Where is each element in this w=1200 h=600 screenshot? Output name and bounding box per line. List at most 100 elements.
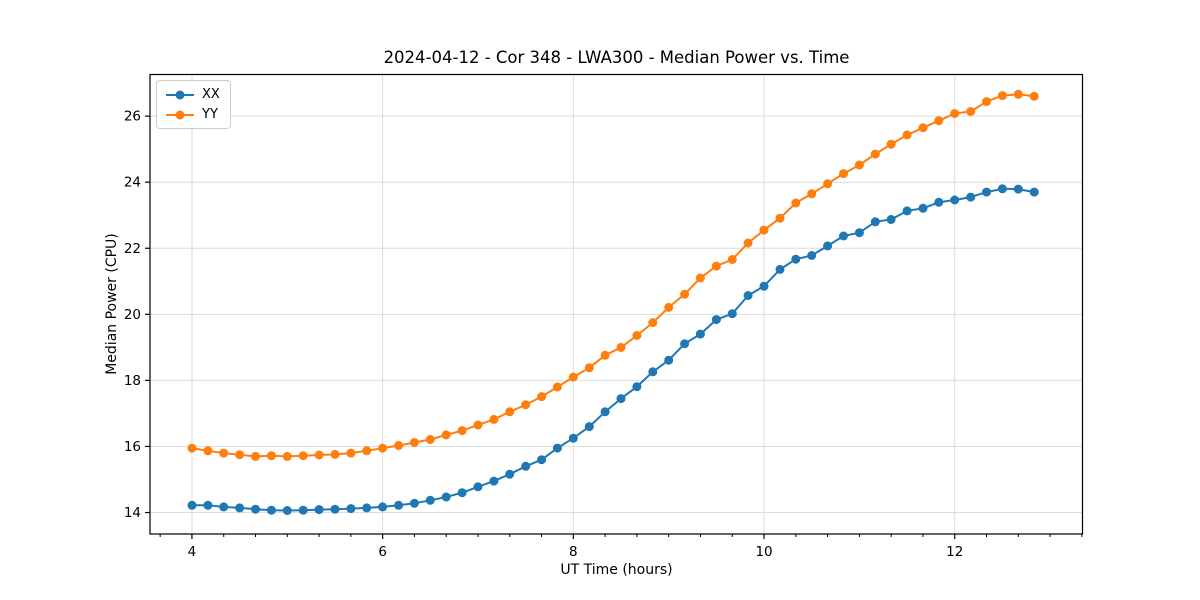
data-point-xx	[552, 443, 562, 453]
data-point-xx	[997, 184, 1007, 194]
legend-item-xx: XX	[165, 86, 220, 103]
data-point-yy	[203, 446, 213, 456]
data-point-yy	[505, 407, 515, 417]
y-tick-label: 14	[124, 505, 141, 521]
data-point-yy	[934, 116, 944, 126]
data-point-xx	[425, 495, 435, 505]
data-point-xx	[807, 251, 817, 260]
y-axis-label: Median Power (CPU)	[104, 233, 120, 375]
data-point-yy	[362, 446, 372, 456]
data-point-xx	[616, 394, 626, 404]
data-point-yy	[918, 123, 928, 133]
data-point-xx	[203, 500, 213, 510]
data-point-xx	[219, 502, 229, 512]
data-point-yy	[425, 435, 435, 444]
data-point-xx	[473, 482, 483, 492]
data-point-xx	[282, 506, 292, 515]
data-point-yy	[187, 443, 197, 453]
data-point-yy	[266, 451, 276, 461]
data-point-xx	[394, 500, 404, 510]
legend-sample-marker	[175, 90, 185, 99]
data-point-yy	[982, 97, 991, 107]
data-point-yy	[616, 342, 626, 352]
data-point-yy	[568, 372, 578, 382]
y-tick-label: 18	[124, 373, 141, 389]
data-point-xx	[330, 504, 340, 514]
data-point-xx	[632, 382, 642, 392]
y-tick-label: 20	[124, 307, 141, 323]
x-tick-label: 10	[755, 544, 772, 560]
data-point-xx	[441, 492, 451, 502]
data-point-xx	[537, 455, 547, 465]
data-point-xx	[362, 503, 372, 513]
data-point-xx	[1029, 187, 1039, 197]
data-point-yy	[743, 238, 753, 248]
data-point-yy	[997, 91, 1007, 101]
data-point-xx	[950, 195, 960, 205]
data-point-yy	[584, 363, 594, 373]
data-point-xx	[235, 503, 245, 513]
data-point-xx	[870, 217, 880, 227]
data-point-xx	[966, 192, 976, 202]
legend-label-xx: XX	[202, 87, 220, 102]
data-point-xx	[791, 254, 801, 264]
data-point-xx	[823, 241, 833, 251]
data-point-yy	[870, 149, 880, 159]
data-point-yy	[521, 400, 531, 410]
data-point-yy	[759, 225, 769, 235]
series-line-yy	[191, 93, 1035, 458]
data-point-yy	[378, 443, 388, 453]
data-point-xx	[934, 197, 944, 207]
data-point-xx	[266, 505, 276, 515]
data-point-xx	[775, 264, 785, 274]
data-point-yy	[552, 382, 562, 392]
data-point-yy	[314, 450, 324, 460]
data-point-yy	[727, 255, 737, 264]
data-point-xx	[378, 502, 388, 512]
chart-title: 2024-04-12 - Cor 348 - LWA300 - Median P…	[383, 48, 850, 67]
data-point-yy	[282, 451, 292, 461]
data-point-yy	[346, 448, 356, 458]
legend-item-yy: YY	[165, 106, 220, 123]
y-tick-label: 16	[124, 439, 141, 455]
data-point-yy	[839, 169, 848, 179]
data-point-xx	[521, 461, 531, 471]
data-point-yy	[330, 449, 340, 459]
data-point-xx	[854, 228, 864, 238]
data-point-xx	[982, 187, 991, 197]
data-point-yy	[473, 420, 483, 430]
data-point-yy	[680, 289, 690, 299]
x-axis-label: UT Time (hours)	[560, 562, 673, 578]
data-point-xx	[298, 505, 308, 515]
data-point-yy	[664, 302, 674, 312]
data-point-yy	[537, 392, 547, 402]
axes-box	[149, 73, 1084, 535]
data-point-yy	[807, 189, 817, 199]
data-point-yy	[632, 331, 642, 340]
data-point-xx	[314, 505, 324, 515]
data-point-yy	[235, 450, 245, 460]
data-point-yy	[489, 414, 499, 424]
data-point-yy	[394, 441, 404, 450]
data-point-xx	[918, 203, 928, 213]
x-tick-label: 12	[946, 544, 963, 560]
data-point-yy	[1029, 91, 1039, 101]
data-point-yy	[219, 448, 229, 458]
data-point-yy	[854, 160, 864, 170]
data-point-xx	[457, 488, 467, 498]
x-tick-label: 6	[378, 544, 387, 560]
data-point-xx	[251, 504, 260, 514]
data-point-xx	[680, 339, 690, 349]
data-point-xx	[346, 504, 356, 514]
data-point-yy	[775, 213, 785, 223]
data-point-xx	[505, 469, 515, 479]
data-point-xx	[409, 498, 419, 508]
data-point-xx	[727, 309, 737, 319]
y-tick-label: 26	[124, 109, 141, 125]
data-point-yy	[823, 179, 833, 189]
data-point-yy	[600, 350, 610, 360]
legend: XX YY	[156, 80, 231, 129]
data-point-xx	[187, 500, 197, 510]
data-point-yy	[409, 438, 419, 447]
